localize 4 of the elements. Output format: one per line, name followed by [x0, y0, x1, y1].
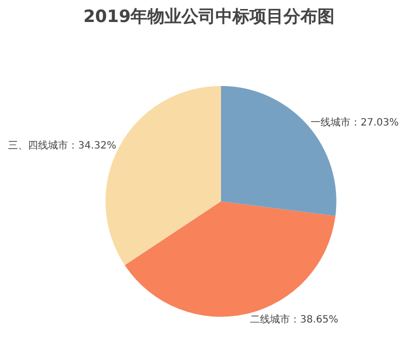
slice-label: 三、四线城市：34.32% — [8, 139, 116, 152]
chart-title: 2019年物业公司中标项目分布图 — [83, 6, 335, 27]
slice-label: 二线城市：38.65% — [250, 313, 338, 326]
slice-label: 一线城市：27.03% — [310, 116, 399, 128]
